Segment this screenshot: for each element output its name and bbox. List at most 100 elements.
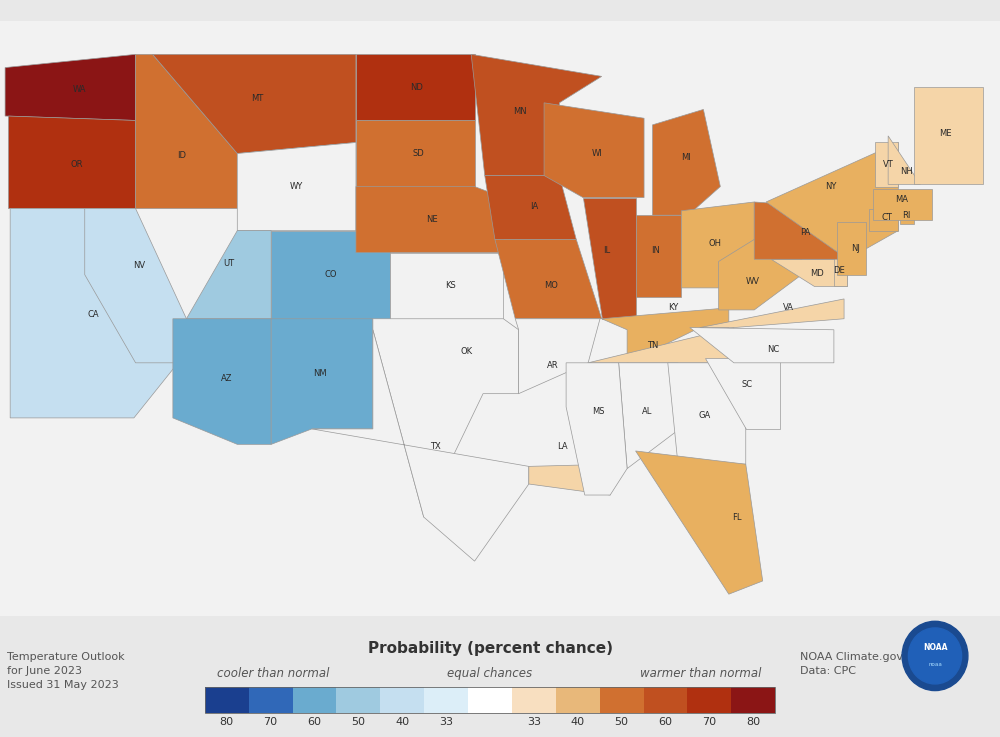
Polygon shape [771, 259, 847, 286]
Text: 50: 50 [351, 716, 365, 727]
Polygon shape [900, 209, 914, 224]
Text: 80: 80 [746, 716, 760, 727]
Text: FL: FL [733, 512, 742, 522]
Text: NOAA: NOAA [923, 643, 947, 652]
Polygon shape [153, 55, 356, 153]
Text: OR: OR [70, 160, 83, 169]
Polygon shape [869, 209, 898, 231]
Polygon shape [136, 55, 237, 209]
Polygon shape [619, 363, 680, 469]
Bar [249, 687, 293, 713]
Text: NC: NC [767, 345, 779, 354]
Polygon shape [636, 215, 681, 297]
Text: noaa: noaa [928, 663, 942, 667]
Text: GA: GA [699, 411, 711, 420]
Text: MI: MI [682, 153, 691, 162]
Text: 40: 40 [395, 716, 409, 727]
Text: 70: 70 [264, 716, 278, 727]
Text: RI: RI [903, 211, 911, 220]
Text: NY: NY [825, 182, 836, 191]
Polygon shape [271, 231, 390, 319]
Text: warmer than normal: warmer than normal [640, 667, 761, 680]
Text: MT: MT [252, 94, 264, 103]
Text: DE: DE [833, 266, 845, 275]
Text: ID: ID [177, 151, 186, 160]
Polygon shape [529, 464, 614, 495]
Text: CT: CT [881, 213, 892, 222]
Text: MO: MO [544, 282, 558, 290]
Text: 33: 33 [527, 716, 541, 727]
Polygon shape [390, 253, 503, 319]
Text: MA: MA [895, 195, 908, 204]
Polygon shape [186, 231, 271, 319]
Circle shape [908, 628, 962, 684]
Polygon shape [10, 209, 176, 418]
Text: AL: AL [642, 407, 653, 416]
Polygon shape [583, 198, 636, 319]
Polygon shape [173, 319, 271, 444]
Polygon shape [356, 55, 475, 120]
Text: KS: KS [445, 282, 456, 290]
Polygon shape [873, 189, 932, 220]
Bar [424, 687, 468, 713]
Text: ND: ND [411, 83, 423, 92]
Bar [293, 687, 336, 713]
Text: CO: CO [324, 270, 337, 279]
Text: AR: AR [547, 360, 558, 369]
Text: TX: TX [430, 442, 441, 451]
Text: NH: NH [900, 167, 913, 175]
Bar [336, 687, 380, 713]
Text: WI: WI [591, 149, 602, 158]
Polygon shape [485, 175, 576, 240]
Bar [380, 687, 424, 713]
Text: OH: OH [709, 240, 722, 248]
Text: KY: KY [668, 303, 678, 312]
Text: NM: NM [314, 369, 327, 378]
Polygon shape [271, 319, 373, 444]
Bar [205, 687, 775, 713]
Text: IA: IA [530, 202, 538, 211]
Text: NJ: NJ [851, 244, 860, 253]
Polygon shape [602, 308, 729, 363]
Polygon shape [766, 142, 898, 259]
Polygon shape [700, 299, 844, 327]
Text: WY: WY [290, 182, 303, 191]
Text: CA: CA [87, 310, 99, 319]
Polygon shape [495, 240, 602, 319]
Polygon shape [515, 319, 600, 394]
Text: 70: 70 [702, 716, 716, 727]
Text: PA: PA [800, 228, 810, 237]
Polygon shape [312, 329, 529, 561]
Polygon shape [85, 209, 186, 363]
Polygon shape [8, 116, 136, 209]
Bar [644, 687, 687, 713]
Text: NE: NE [426, 215, 438, 224]
Text: AZ: AZ [221, 374, 233, 383]
Text: WV: WV [746, 277, 760, 286]
Text: IN: IN [651, 246, 660, 255]
Bar [600, 687, 644, 713]
Text: NV: NV [133, 262, 145, 270]
Text: SC: SC [742, 380, 753, 389]
Polygon shape [705, 358, 780, 429]
Polygon shape [636, 451, 763, 594]
Bar [687, 687, 731, 713]
Polygon shape [668, 363, 746, 464]
Text: 60: 60 [659, 716, 673, 727]
Polygon shape [566, 363, 627, 495]
Text: TN: TN [647, 340, 658, 349]
Polygon shape [888, 136, 920, 184]
Polygon shape [544, 103, 644, 198]
Text: LA: LA [557, 442, 568, 451]
Polygon shape [834, 257, 847, 286]
Bar [468, 687, 512, 713]
Text: equal chances: equal chances [447, 667, 533, 680]
Polygon shape [875, 142, 898, 186]
Polygon shape [237, 142, 356, 231]
Bar [731, 687, 775, 713]
Polygon shape [837, 222, 866, 275]
Text: ME: ME [940, 129, 952, 138]
Polygon shape [719, 240, 802, 310]
Text: IL: IL [603, 246, 610, 255]
Text: OK: OK [460, 347, 472, 356]
